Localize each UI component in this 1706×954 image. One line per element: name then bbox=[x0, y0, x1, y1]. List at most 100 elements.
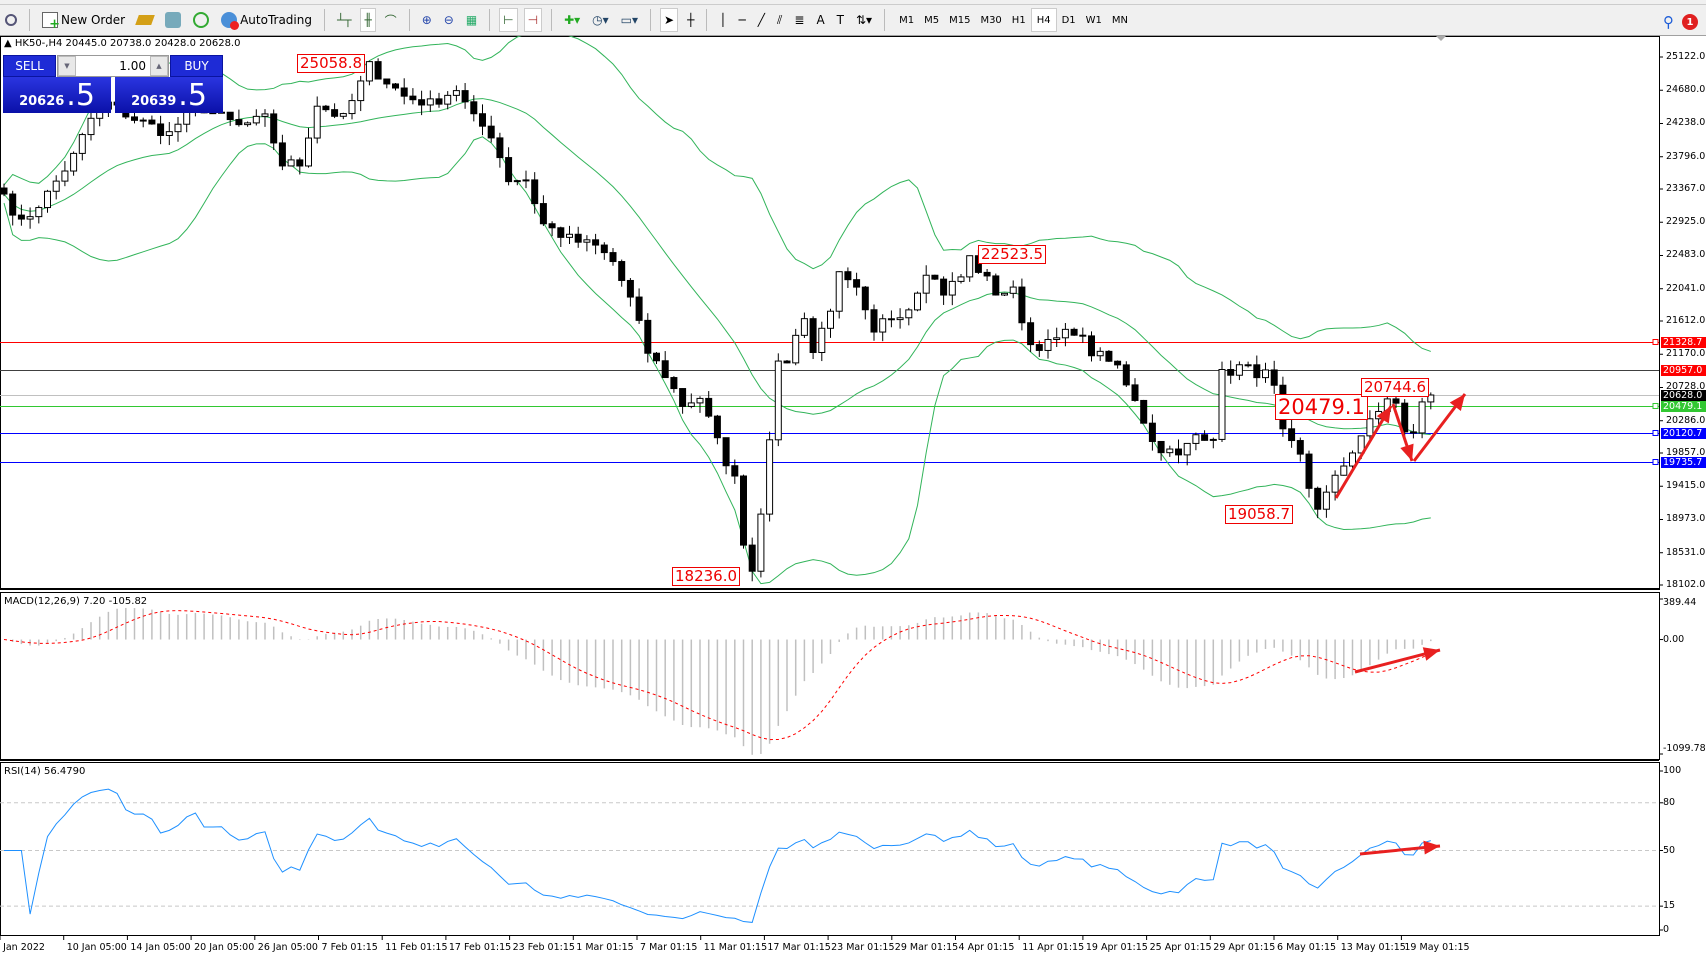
chart-shift-button[interactable]: ⊣ bbox=[523, 8, 543, 32]
candle-body bbox=[348, 100, 356, 115]
candle-body bbox=[896, 317, 904, 321]
price-axis-label: 22925.0 bbox=[1666, 216, 1706, 228]
rsi-axis-label: 50 bbox=[1663, 844, 1676, 856]
arrows-button[interactable]: ⇅▾ bbox=[853, 8, 875, 32]
candle-body bbox=[505, 157, 513, 183]
label-high-2[interactable]: 22523.5 bbox=[978, 245, 1047, 264]
candle-body bbox=[679, 388, 687, 407]
candle-body bbox=[270, 113, 278, 144]
sell-price[interactable]: 20626.5 bbox=[3, 77, 111, 113]
fibonacci-icon: ≣ bbox=[794, 13, 805, 27]
price-axis-label: 21170.0 bbox=[1666, 348, 1706, 360]
label-high-1[interactable]: 25058.8 bbox=[297, 54, 366, 73]
label-level[interactable]: 20479.1 bbox=[1275, 394, 1368, 420]
timeframe-m1[interactable]: M1 bbox=[899, 14, 915, 26]
lot-size-input[interactable] bbox=[76, 59, 150, 73]
candle-body bbox=[792, 334, 800, 364]
time-axis-label: 14 Jan 05:00 bbox=[130, 942, 191, 953]
lot-decrease-button[interactable]: ▼ bbox=[58, 56, 76, 76]
candle-body bbox=[1044, 338, 1052, 351]
line-chart-button[interactable]: ⌒ bbox=[382, 8, 400, 32]
indicators-button[interactable]: ✚▾ bbox=[561, 8, 583, 32]
candle-body bbox=[1114, 360, 1122, 366]
periods-button[interactable]: ◷▾ bbox=[589, 8, 612, 32]
candle-body bbox=[383, 78, 391, 85]
label-high-3[interactable]: 20744.6 bbox=[1361, 378, 1430, 397]
fibonacci-button[interactable]: ≣ bbox=[791, 8, 807, 32]
channel-button[interactable]: ⫽ bbox=[774, 8, 785, 32]
chart-window[interactable]: ▲ HK50-,H4 20445.0 20738.0 20428.0 20628… bbox=[0, 36, 1706, 954]
price-axis-label: 19857.0 bbox=[1666, 447, 1706, 458]
level-price-tag: 21328.7 bbox=[1661, 336, 1706, 348]
cursor-button[interactable]: ➤ bbox=[660, 8, 679, 32]
signals-button[interactable] bbox=[190, 8, 212, 32]
timeframe-w1[interactable]: W1 bbox=[1085, 14, 1102, 26]
candle-body bbox=[635, 296, 643, 321]
time-axis-label: 17 Feb 01:15 bbox=[448, 942, 512, 953]
timeframe-h4[interactable]: H4 bbox=[1030, 8, 1057, 32]
autoscroll-button[interactable]: ⊢ bbox=[499, 8, 518, 32]
horizontal-line-button[interactable]: ─ bbox=[736, 8, 749, 32]
vertical-line-button[interactable]: │ bbox=[716, 8, 729, 32]
candle-body bbox=[661, 360, 669, 379]
zoom-in-button[interactable]: ⊕ bbox=[419, 8, 435, 32]
ohlc-readout: HK50-,H4 20445.0 20738.0 20428.0 20628.0 bbox=[14, 38, 241, 49]
level-price-tag: 19735.7 bbox=[1661, 456, 1706, 468]
price-axis-label: 18102.0 bbox=[1666, 579, 1706, 590]
lot-increase-button[interactable]: ▲ bbox=[150, 56, 168, 76]
timeframe-mn[interactable]: MN bbox=[1111, 14, 1128, 26]
candlestick-button[interactable]: ╫ bbox=[360, 8, 376, 32]
history-center-button[interactable] bbox=[2, 8, 20, 32]
toolbar: + New Order AutoTrading ┴┬ ╫ ⌒ ⊕ ⊖ ▦ ⊢ ⊣ … bbox=[0, 5, 1706, 36]
zoom-in-icon: ⊕ bbox=[421, 13, 432, 27]
candle-body bbox=[157, 123, 165, 136]
candle-body bbox=[1131, 384, 1139, 401]
candle-body bbox=[835, 271, 843, 312]
new-order-button[interactable]: + New Order bbox=[39, 8, 128, 32]
market-watch-button[interactable] bbox=[134, 8, 156, 32]
text-label-button[interactable]: T bbox=[834, 8, 847, 32]
text-button[interactable]: A bbox=[813, 8, 827, 32]
candle-body bbox=[574, 233, 582, 243]
candle-body bbox=[165, 131, 173, 136]
zoom-out-button[interactable]: ⊖ bbox=[441, 8, 457, 32]
label-low-2[interactable]: 19058.7 bbox=[1225, 505, 1294, 524]
navigator-button[interactable] bbox=[162, 8, 184, 32]
divider bbox=[323, 9, 325, 31]
tile-windows-button[interactable]: ▦ bbox=[463, 8, 480, 32]
candle-body bbox=[1244, 364, 1252, 367]
candle-body bbox=[426, 98, 434, 106]
search-icon[interactable]: ⚲ bbox=[1663, 13, 1674, 31]
chart-canvas[interactable] bbox=[0, 36, 1706, 954]
label-low-1[interactable]: 18236.0 bbox=[672, 567, 741, 586]
candle-body bbox=[392, 83, 399, 89]
autotrading-button[interactable]: AutoTrading bbox=[218, 8, 315, 32]
candle-body bbox=[757, 513, 765, 572]
candle-body bbox=[940, 278, 948, 296]
candle-body bbox=[1418, 401, 1426, 434]
crosshair-button[interactable]: ┼ bbox=[684, 8, 697, 32]
time-axis-label: 20 Jan 05:00 bbox=[194, 942, 255, 953]
price-axis-label: 24680.0 bbox=[1666, 84, 1706, 96]
timeframe-d1[interactable]: D1 bbox=[1061, 14, 1076, 26]
buy-price[interactable]: 20639.5 bbox=[115, 77, 223, 113]
candle-body bbox=[870, 309, 878, 333]
arrows-icon: ⇅▾ bbox=[856, 13, 873, 27]
sell-button[interactable]: SELL bbox=[3, 55, 56, 77]
time-axis-label: 10 Jan 05:00 bbox=[66, 942, 127, 953]
templates-button[interactable]: ▭▾ bbox=[618, 8, 641, 32]
bar-chart-button[interactable]: ┴┬ bbox=[334, 8, 354, 32]
timeframe-m30[interactable]: M30 bbox=[980, 14, 1002, 26]
candle-body bbox=[705, 397, 713, 417]
time-axis-label: 25 Apr 01:15 bbox=[1149, 942, 1212, 953]
time-axis-label: 13 May 01:15 bbox=[1340, 942, 1406, 953]
timeframe-m5[interactable]: M5 bbox=[924, 14, 940, 26]
timeframe-h1[interactable]: H1 bbox=[1011, 14, 1026, 26]
notification-badge[interactable]: 1 bbox=[1682, 14, 1698, 30]
timeframe-m15[interactable]: M15 bbox=[949, 14, 971, 26]
trendline-button[interactable]: ╱ bbox=[755, 8, 768, 32]
candle-body bbox=[374, 61, 382, 80]
chart-shift-marker bbox=[1436, 36, 1446, 41]
buy-button[interactable]: BUY bbox=[170, 55, 223, 77]
candle-body bbox=[713, 415, 721, 439]
